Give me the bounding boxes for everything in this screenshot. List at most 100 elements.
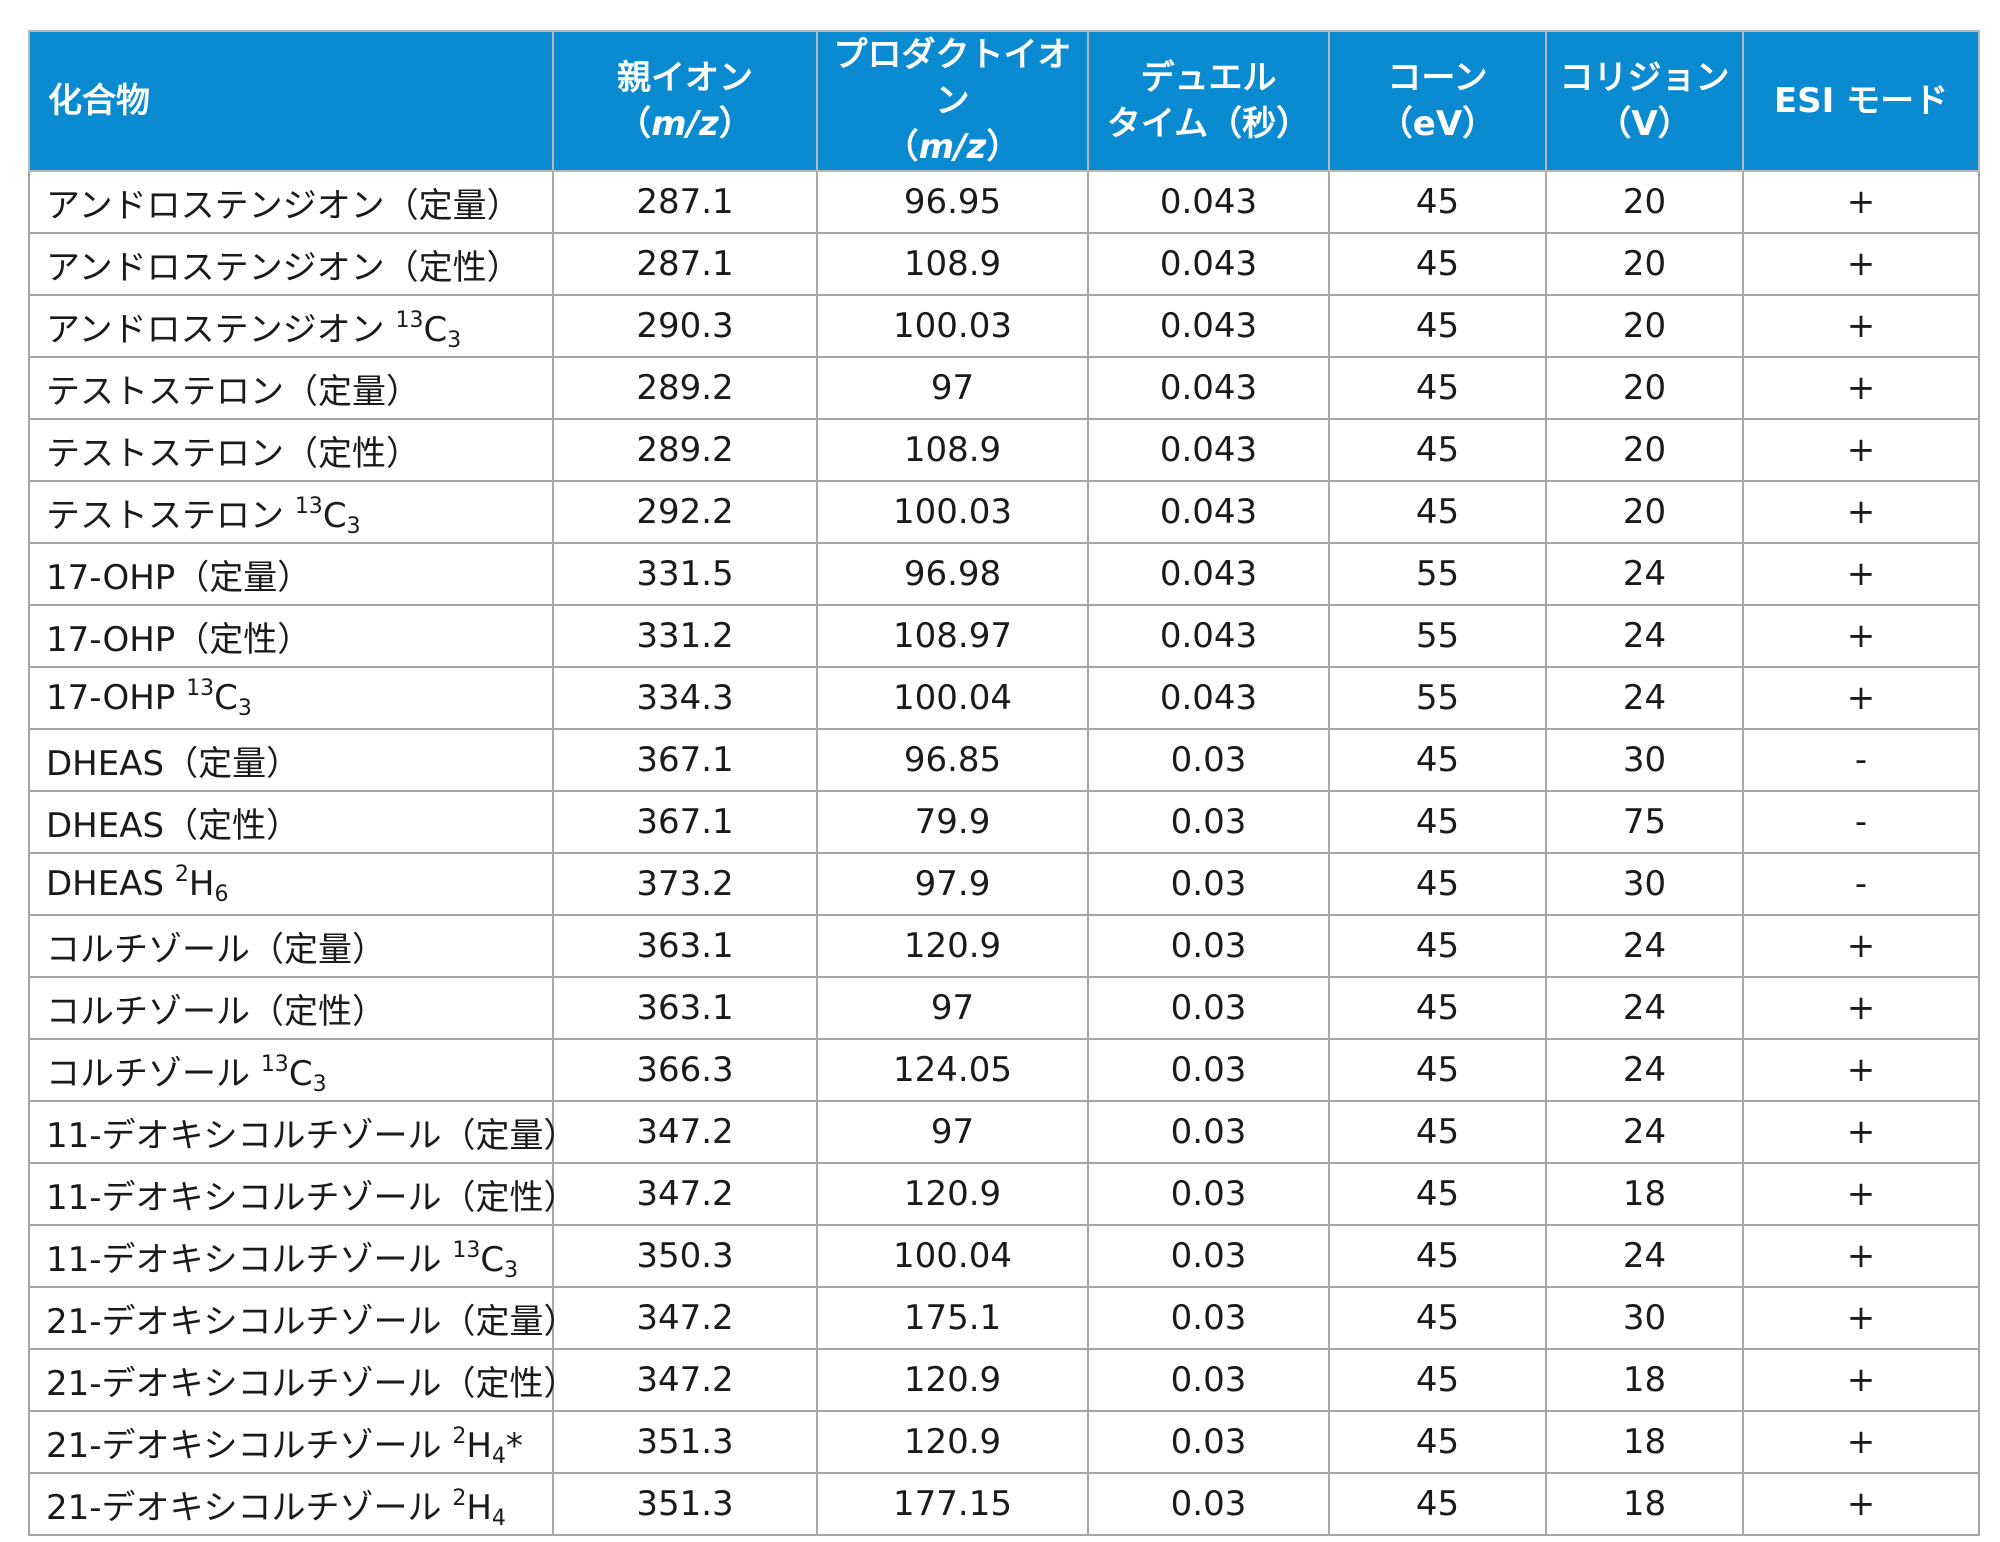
isotope-count: 3: [237, 696, 252, 721]
collision-cell: 20: [1545, 480, 1744, 544]
parent-ion-cell: 347.2: [552, 1348, 818, 1412]
compound-cell: DHEAS 2H6: [28, 852, 554, 916]
cone-cell: 45: [1328, 790, 1547, 854]
parent-ion-cell: 347.2: [552, 1100, 818, 1164]
esi-mode-cell: +: [1742, 170, 1980, 234]
esi-mode-cell: +: [1742, 1038, 1980, 1102]
collision-cell: 24: [1545, 1038, 1744, 1102]
compound-name: 21-デオキシコルチゾール: [46, 1487, 453, 1528]
cone-cell: 55: [1328, 604, 1547, 668]
collision-cell: 24: [1545, 542, 1744, 606]
isotope-element: C: [322, 495, 347, 536]
esi-mode-cell: +: [1742, 418, 1980, 482]
compound-cell: 17-OHP（定性）: [28, 604, 554, 668]
compound-name: DHEAS: [46, 864, 175, 904]
esi-mode-cell: +: [1742, 1472, 1980, 1536]
isotope-mass: 13: [294, 493, 323, 519]
header-cone: コーン （eV）: [1328, 30, 1547, 172]
product-ion-cell: 97: [816, 1100, 1089, 1164]
dwell-time-cell: 0.043: [1087, 542, 1330, 606]
table-row: アンドロステンジオン（定性） 287.1 108.9 0.043 45 20 +: [28, 232, 1980, 296]
isotope-count: 3: [312, 1071, 327, 1097]
collision-cell: 75: [1545, 790, 1744, 854]
cone-cell: 55: [1328, 666, 1547, 730]
dwell-time-cell: 0.043: [1087, 666, 1330, 730]
isotope-element: C: [288, 1053, 313, 1094]
parent-ion-cell: 347.2: [552, 1286, 818, 1350]
collision-cell: 24: [1545, 976, 1744, 1040]
cone-cell: 45: [1328, 1162, 1547, 1226]
table-row: DHEAS 2H6 373.2 97.9 0.03 45 30-: [28, 852, 1980, 916]
collision-cell: 20: [1545, 232, 1744, 296]
compound-name: 21-デオキシコルチゾール（定性）: [46, 1363, 578, 1404]
esi-mode-cell: +: [1742, 542, 1980, 606]
isotope-mass: 13: [186, 676, 215, 701]
isotope-count: 6: [214, 882, 229, 907]
compound-cell: コルチゾール 13C3: [28, 1038, 554, 1102]
cone-cell: 45: [1328, 1224, 1547, 1288]
parent-ion-cell: 289.2: [552, 356, 818, 420]
parent-ion-cell: 334.3: [552, 666, 818, 730]
dwell-time-cell: 0.043: [1087, 170, 1330, 234]
cone-cell: 45: [1328, 1472, 1547, 1536]
compound-cell: アンドロステンジオン（定量）: [28, 170, 554, 234]
compound-cell: 11-デオキシコルチゾール 13C3: [28, 1224, 554, 1288]
dwell-time-cell: 0.03: [1087, 1286, 1330, 1350]
compound-cell: コルチゾール（定量）: [28, 914, 554, 978]
compound-name: 17-OHP（定性）: [46, 619, 312, 660]
cone-cell: 45: [1328, 852, 1547, 916]
isotope-count: 3: [447, 327, 462, 353]
compound-name: コルチゾール（定量）: [46, 929, 386, 970]
table-row: アンドロステンジオン 13C3 290.3 100.03 0.043 45 20 +: [28, 294, 1980, 358]
collision-cell: 24: [1545, 666, 1744, 730]
cone-cell: 45: [1328, 1100, 1547, 1164]
table-row: コルチゾール（定性） 363.1 97 0.03 45 24 +: [28, 976, 1980, 1040]
table-row: テストステロン（定量） 289.2 97 0.043 45 20 +: [28, 356, 1980, 420]
header-product-ion: プロダクトイオン （m/z）: [816, 30, 1089, 172]
compound-cell: 17-OHP 13C3: [28, 666, 554, 730]
table-row: 17-OHP 13C3 334.3 100.04 0.043 55 24 +: [28, 666, 1980, 730]
parent-ion-cell: 287.1: [552, 232, 818, 296]
parent-ion-cell: 287.1: [552, 170, 818, 234]
esi-mode-cell: +: [1742, 480, 1980, 544]
esi-mode-cell: +: [1742, 1410, 1980, 1474]
parent-ion-cell: 347.2: [552, 1162, 818, 1226]
esi-mode-cell: +: [1742, 294, 1980, 358]
dwell-time-cell: 0.03: [1087, 728, 1330, 792]
collision-cell: 18: [1545, 1162, 1744, 1226]
parent-ion-cell: 373.2: [552, 852, 818, 916]
product-ion-cell: 100.03: [816, 294, 1089, 358]
product-ion-cell: 120.9: [816, 1162, 1089, 1226]
compound-cell: 11-デオキシコルチゾール（定量）: [28, 1100, 578, 1164]
header-product-unit: m/z: [918, 127, 987, 167]
esi-mode-cell: +: [1742, 1286, 1980, 1350]
esi-mode-cell: +: [1742, 1100, 1980, 1164]
esi-mode-cell: -: [1742, 852, 1980, 916]
table-row: 21-デオキシコルチゾール（定量） 347.2 175.1 0.03 45 30 +: [28, 1286, 1980, 1350]
compound-name: 17-OHP（定量）: [46, 557, 312, 598]
product-ion-cell: 96.95: [816, 170, 1089, 234]
compound-cell: DHEAS（定量）: [28, 728, 554, 792]
collision-cell: 20: [1545, 418, 1744, 482]
parent-ion-cell: 350.3: [552, 1224, 818, 1288]
collision-cell: 24: [1545, 604, 1744, 668]
compound-cell: アンドロステンジオン 13C3: [28, 294, 554, 358]
collision-cell: 30: [1545, 728, 1744, 792]
esi-mode-cell: +: [1742, 604, 1980, 668]
dwell-time-cell: 0.03: [1087, 976, 1330, 1040]
collision-cell: 24: [1545, 1100, 1744, 1164]
dwell-time-cell: 0.03: [1087, 852, 1330, 916]
product-ion-cell: 175.1: [816, 1286, 1089, 1350]
table-row: 17-OHP（定量） 331.5 96.98 0.043 55 24 +: [28, 542, 1980, 606]
dwell-time-cell: 0.043: [1087, 604, 1330, 668]
esi-mode-cell: +: [1742, 914, 1980, 978]
table-row: 11-デオキシコルチゾール（定性） 347.2 120.9 0.03 45 18 +: [28, 1162, 1980, 1226]
table-header: 化合物 親イオン （m/z） プロダクトイオン （m/z） デュエル タイム（秒…: [28, 30, 1980, 172]
header-parent-ion: 親イオン （m/z）: [552, 30, 818, 172]
esi-mode-cell: +: [1742, 1348, 1980, 1412]
cone-cell: 45: [1328, 1410, 1547, 1474]
cone-cell: 45: [1328, 480, 1547, 544]
dwell-time-cell: 0.03: [1087, 1472, 1330, 1536]
cone-cell: 45: [1328, 232, 1547, 296]
compound-cell: DHEAS（定性）: [28, 790, 554, 854]
